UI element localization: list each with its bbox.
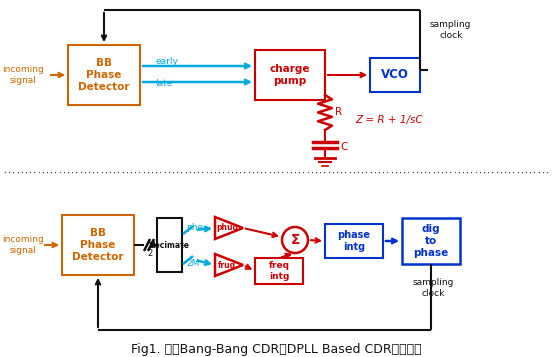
Text: 2M: 2M (186, 260, 199, 268)
Text: freq
intg: freq intg (268, 261, 289, 281)
Text: C: C (340, 142, 347, 152)
Text: R: R (335, 107, 342, 117)
Text: sampling
clock: sampling clock (430, 20, 471, 40)
Text: phase
intg: phase intg (337, 230, 370, 252)
Text: decimate: decimate (150, 241, 189, 250)
Bar (157, 218, 182, 272)
Text: phug: phug (216, 223, 238, 232)
Text: charge
pump: charge pump (270, 64, 310, 86)
Text: late: late (155, 80, 172, 89)
Text: phe: phe (186, 223, 203, 232)
Text: early: early (155, 57, 178, 66)
Bar (255, 258, 303, 284)
Text: Z = R + 1/sC: Z = R + 1/sC (355, 115, 423, 125)
Text: BB
Phase
Detector: BB Phase Detector (78, 59, 130, 92)
Bar (325, 224, 383, 258)
Bar (370, 58, 420, 92)
Text: VCO: VCO (381, 69, 409, 81)
Bar (255, 50, 325, 100)
Text: 2: 2 (147, 250, 152, 258)
Text: sampling
clock: sampling clock (413, 278, 454, 298)
Bar (402, 218, 460, 264)
Text: Fig1. 模拟Bang-Bang CDR和DPLL Based CDR结构对比: Fig1. 模拟Bang-Bang CDR和DPLL Based CDR结构对比 (131, 343, 421, 357)
Text: incoming
signal: incoming signal (2, 65, 44, 85)
Text: incoming
signal: incoming signal (2, 235, 44, 255)
Text: BB
Phase
Detector: BB Phase Detector (72, 228, 124, 262)
Text: dig
to
phase: dig to phase (413, 225, 449, 258)
Text: frug: frug (218, 261, 236, 270)
Text: Σ: Σ (290, 233, 300, 247)
Bar (62, 215, 134, 275)
Bar (68, 45, 140, 105)
